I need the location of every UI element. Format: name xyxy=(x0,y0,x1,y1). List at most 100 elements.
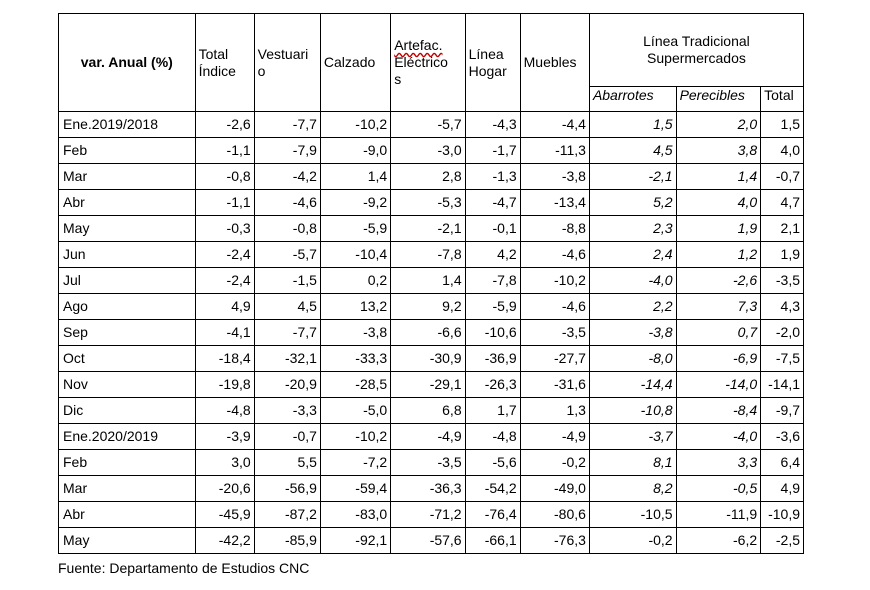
table-cell: -2,1 xyxy=(588,163,677,190)
table-cell: -7,9 xyxy=(253,137,321,164)
table-cell: -3,5 xyxy=(760,267,804,294)
table-cell: -20,9 xyxy=(253,371,321,398)
table-cell: 6,8 xyxy=(390,397,466,424)
table-cell: 6,4 xyxy=(760,449,804,476)
col-calzado: Calzado xyxy=(319,13,392,112)
table-cell: -6,9 xyxy=(675,345,762,372)
table-cell: -3,3 xyxy=(253,397,321,424)
table-cell: -3,8 xyxy=(519,163,590,190)
table-cell: -5,6 xyxy=(464,449,521,476)
row-label: Mar xyxy=(58,163,196,190)
table-cell: -7,8 xyxy=(390,241,466,268)
table-cell: -5,7 xyxy=(253,241,321,268)
table-cell: 1,5 xyxy=(760,111,804,138)
table-cell: -18,4 xyxy=(194,345,255,372)
table-cell: -3,6 xyxy=(760,423,804,450)
row-label: Abr xyxy=(58,189,196,216)
table-cell: -3,5 xyxy=(519,319,590,346)
table-cell: -4,2 xyxy=(253,163,321,190)
table-row: Oct -18,4 -32,1 -33,3 -30,9 -36,9 -27,7 -8,0 -6,… xyxy=(58,345,804,372)
table-cell: 3,3 xyxy=(675,449,762,476)
source-note: Fuente: Departamento de Estudios CNC xyxy=(58,560,310,576)
table-cell: -0,1 xyxy=(464,215,521,242)
table-cell: 4,5 xyxy=(588,137,677,164)
table-cell: -3,0 xyxy=(390,137,466,164)
table-cell: 1,9 xyxy=(675,215,762,242)
table-cell: -0,3 xyxy=(194,215,255,242)
row-label: Mar xyxy=(58,475,196,502)
table-cell: -4,1 xyxy=(194,319,255,346)
table-row: Ene.2020/2019 -3,9 -0,7 -10,2 -4,9 -4,8 -4,9 -3… xyxy=(58,423,804,450)
table-cell: -14,1 xyxy=(760,371,804,398)
table-cell: -11,3 xyxy=(519,137,590,164)
col-muebles: Muebles xyxy=(519,13,590,112)
table-cell: -4,6 xyxy=(519,293,590,320)
table-cell: -92,1 xyxy=(319,527,392,554)
table-cell: -5,9 xyxy=(319,215,392,242)
table-cell: -26,3 xyxy=(464,371,521,398)
corner-label: var. Anual (%) xyxy=(58,13,196,112)
table-cell: -13,4 xyxy=(519,189,590,216)
table-row: Sep -4,1 -7,7 -3,8 -6,6 -10,6 -3,5 -3,8 0,7 -2,0 xyxy=(58,319,804,346)
table-cell: 1,9 xyxy=(760,241,804,268)
table-cell: -10,5 xyxy=(588,501,677,528)
table-cell: 5,2 xyxy=(588,189,677,216)
col-vestuario: Vestuari o xyxy=(253,13,321,112)
row-label: Jul xyxy=(58,267,196,294)
table-cell: 3,0 xyxy=(194,449,255,476)
table-cell: -31,6 xyxy=(519,371,590,398)
table-cell: 1,4 xyxy=(390,267,466,294)
table-row: Ago 4,9 4,5 13,2 9,2 -5,9 -4,6 2,2 7,3 4,3 xyxy=(58,293,804,320)
table-cell: 2,0 xyxy=(675,111,762,138)
table-cell: 1,3 xyxy=(519,397,590,424)
table-cell: 8,1 xyxy=(588,449,677,476)
table-cell: -6,6 xyxy=(390,319,466,346)
table-cell: -2,6 xyxy=(194,111,255,138)
table-cell: -10,4 xyxy=(319,241,392,268)
table-cell: -4,4 xyxy=(519,111,590,138)
table-cell: -36,9 xyxy=(464,345,521,372)
table-cell: -2,1 xyxy=(390,215,466,242)
table-cell: -85,9 xyxy=(253,527,321,554)
col-perecibles: Perecibles xyxy=(675,86,762,112)
table-cell: 7,3 xyxy=(675,293,762,320)
table-cell: -1,5 xyxy=(253,267,321,294)
table-cell: -5,9 xyxy=(464,293,521,320)
table-cell: 2,1 xyxy=(760,215,804,242)
row-label: May xyxy=(58,215,196,242)
table-cell: -42,2 xyxy=(194,527,255,554)
table-cell: -5,3 xyxy=(390,189,466,216)
table-cell: -8,8 xyxy=(519,215,590,242)
table-cell: -0,5 xyxy=(675,475,762,502)
table-row: Nov -19,8 -20,9 -28,5 -29,1 -26,3 -31,6 -14,4 -1… xyxy=(58,371,804,398)
table-row: Feb -1,1 -7,9 -9,0 -3,0 -1,7 -11,3 4,5 3,8 4,0 xyxy=(58,137,804,164)
table-cell: -27,7 xyxy=(519,345,590,372)
table-cell: -4,6 xyxy=(519,241,590,268)
table-cell: -29,1 xyxy=(390,371,466,398)
table-cell: -7,8 xyxy=(464,267,521,294)
table-cell: -33,3 xyxy=(319,345,392,372)
table-row: Mar -20,6 -56,9 -59,4 -36,3 -54,2 -49,0 8,2 -0,5… xyxy=(58,475,804,502)
table-cell: -59,4 xyxy=(319,475,392,502)
col-artefac-electricos: Artefac. Eléctrico s xyxy=(390,13,466,112)
table-cell: -4,3 xyxy=(464,111,521,138)
table-body: Ene.2019/2018 -2,6 -7,7 -10,2 -5,7 -4,3 -4,4 1,… xyxy=(58,111,804,554)
table-cell: -0,7 xyxy=(253,423,321,450)
table-cell: -57,6 xyxy=(390,527,466,554)
table-cell: -9,2 xyxy=(319,189,392,216)
table-cell: -10,9 xyxy=(760,501,804,528)
table-cell: -76,3 xyxy=(519,527,590,554)
table-row: Abr -45,9 -87,2 -83,0 -71,2 -76,4 -80,6 -10,5 -1… xyxy=(58,501,804,528)
table-cell: -7,7 xyxy=(253,319,321,346)
table-cell: 8,2 xyxy=(588,475,677,502)
table-cell: -4,6 xyxy=(253,189,321,216)
table-cell: 0,2 xyxy=(319,267,392,294)
table-cell: -11,9 xyxy=(675,501,762,528)
table-cell: -0,8 xyxy=(253,215,321,242)
table-row: Dic -4,8 -3,3 -5,0 6,8 1,7 1,3 -10,8 -8,4 -9,7 xyxy=(58,397,804,424)
table-cell: 1,5 xyxy=(588,111,677,138)
table-cell: -10,2 xyxy=(519,267,590,294)
row-label: Abr xyxy=(58,501,196,528)
table-cell: -4,9 xyxy=(519,423,590,450)
table-cell: -14,0 xyxy=(675,371,762,398)
